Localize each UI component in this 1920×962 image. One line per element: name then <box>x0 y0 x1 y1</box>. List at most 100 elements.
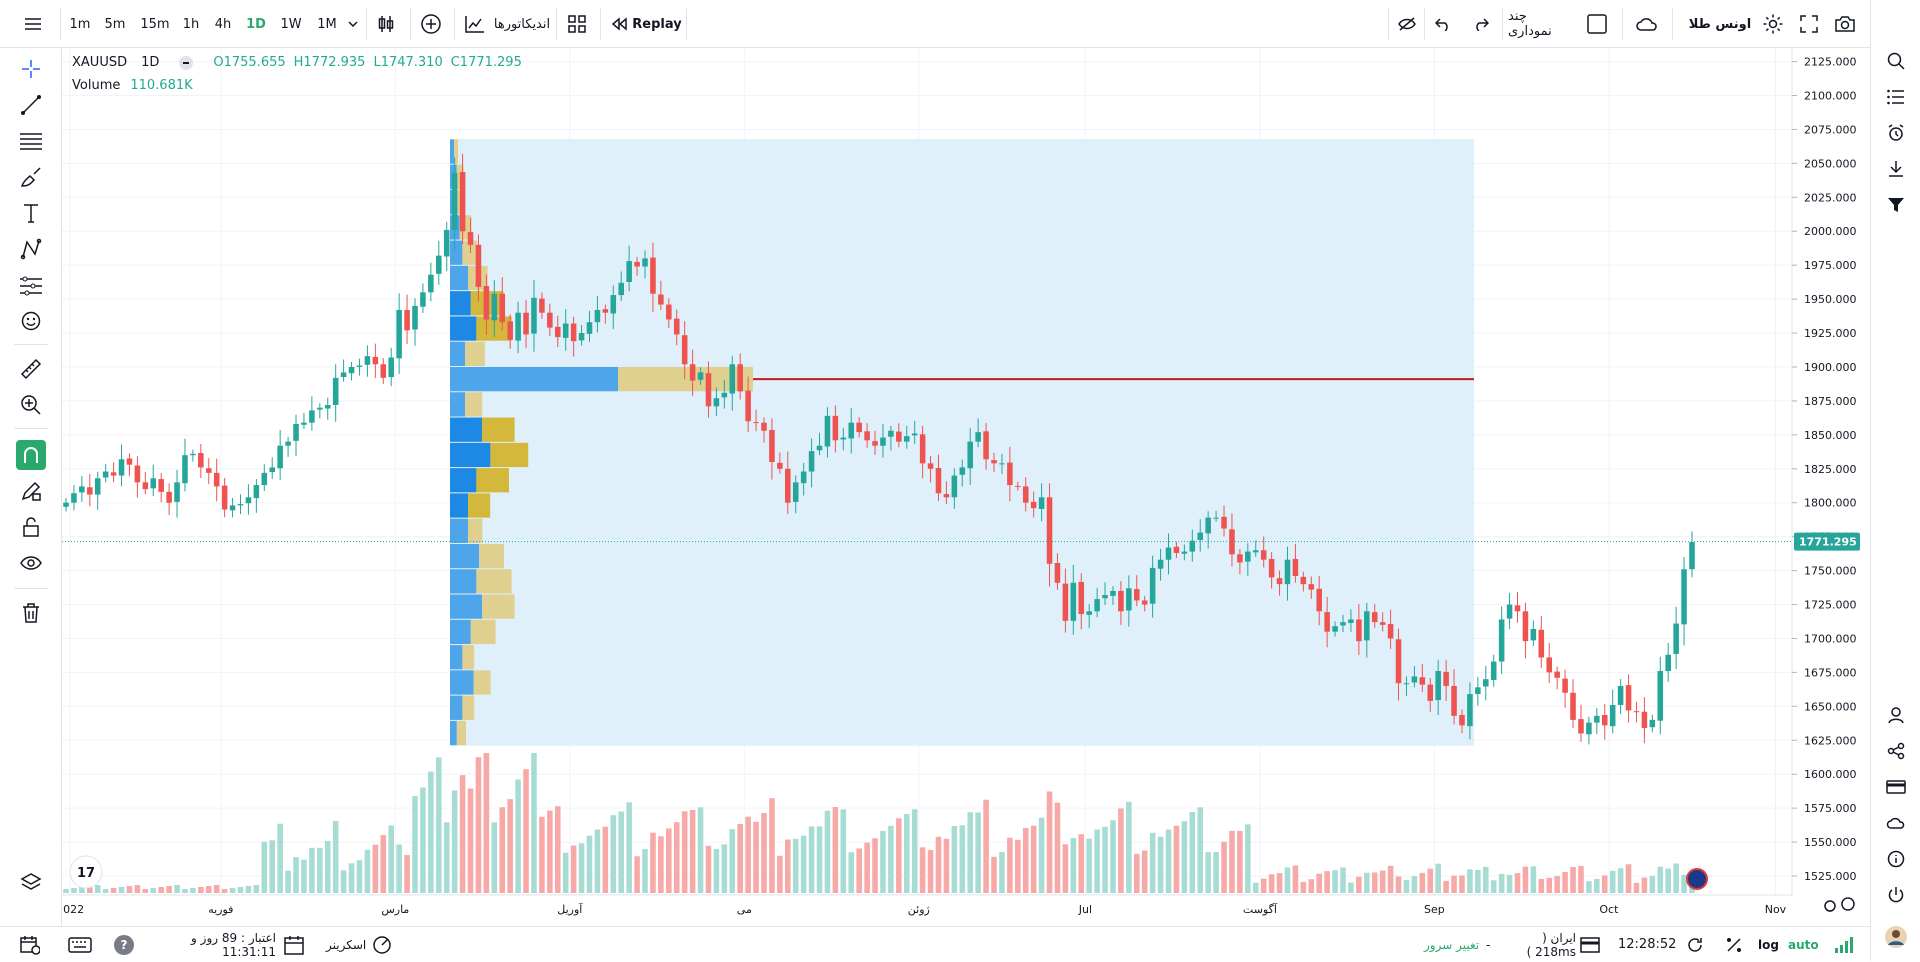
power-icon[interactable] <box>1881 880 1911 910</box>
volume-label[interactable]: Volume <box>72 78 121 93</box>
eye-icon[interactable] <box>16 548 46 578</box>
search-icon[interactable] <box>1881 46 1911 76</box>
text-icon[interactable] <box>16 198 46 228</box>
ruler-icon[interactable] <box>16 354 46 384</box>
info-icon[interactable] <box>1881 844 1911 874</box>
candles-icon[interactable] <box>372 0 400 48</box>
profile-icon[interactable] <box>1881 700 1911 730</box>
filter-icon[interactable] <box>1881 190 1911 220</box>
camera-icon[interactable] <box>1830 0 1860 48</box>
zoom-icon[interactable] <box>16 390 46 420</box>
replay-icon[interactable] <box>606 0 632 48</box>
candle-body <box>872 441 878 446</box>
tf-4h[interactable]: 4h <box>214 16 232 32</box>
profile-down-bar <box>482 417 515 442</box>
tf-1d[interactable]: 1D <box>246 16 266 32</box>
tv-logo[interactable]: 17 <box>69 855 103 889</box>
crosshair-icon[interactable] <box>16 54 46 84</box>
volume-bar <box>126 886 133 893</box>
keyboard-icon[interactable] <box>68 927 98 962</box>
refresh-icon[interactable] <box>1686 927 1710 962</box>
alert-icon[interactable] <box>1881 118 1911 148</box>
emoji-icon[interactable] <box>16 306 46 336</box>
screener-icon[interactable] <box>372 927 396 962</box>
calendar-clock-icon[interactable] <box>20 927 48 962</box>
watchlist-icon[interactable] <box>1881 82 1911 112</box>
percent-icon[interactable] <box>1726 927 1748 962</box>
axis-settings-icon[interactable] <box>1841 897 1855 911</box>
volume-bar <box>388 825 394 893</box>
layers-icon[interactable] <box>16 868 46 898</box>
tf-5m[interactable]: 5m <box>104 16 126 32</box>
multi-chart-button[interactable]: چند نموداری <box>1508 9 1552 39</box>
calendar-icon[interactable] <box>284 927 310 962</box>
replay-button[interactable]: Replay <box>632 16 682 32</box>
lock-icon[interactable] <box>16 512 46 542</box>
candle-body <box>293 423 299 441</box>
volume-bar <box>1562 871 1568 893</box>
trend-line-icon[interactable] <box>16 90 46 120</box>
undo-icon[interactable] <box>1428 0 1458 48</box>
change-server-link[interactable]: تغییر سرور <box>1424 937 1480 952</box>
indicators-icon[interactable] <box>460 0 490 48</box>
cloud-icon[interactable] <box>1630 0 1664 48</box>
axis-settings-gear-icon[interactable] <box>1824 900 1836 912</box>
auto-toggle[interactable]: auto <box>1788 937 1819 952</box>
volume-bar <box>205 886 212 893</box>
tf-1w[interactable]: 1W <box>280 16 302 32</box>
price-axis[interactable]: 2125.000 2100.000 2075.000 2050.000 2025.000… <box>1791 48 1857 895</box>
download-icon[interactable] <box>1881 154 1911 184</box>
volume-bar <box>150 888 157 893</box>
templates-icon[interactable] <box>562 0 592 48</box>
profile-up-bar <box>450 569 477 594</box>
volume-profile-range[interactable] <box>450 138 1474 746</box>
volume-bar <box>594 829 601 893</box>
legend-symbol[interactable]: XAUUSD <box>72 55 128 70</box>
magnet-icon[interactable] <box>16 440 46 470</box>
cloud-sync-icon[interactable] <box>1881 808 1911 838</box>
add-icon[interactable] <box>416 0 446 48</box>
menu-icon[interactable] <box>18 0 48 48</box>
candle-body <box>237 504 244 506</box>
candle-body <box>1657 671 1664 721</box>
volume-bar <box>459 775 466 893</box>
clock[interactable]: 12:28:52 <box>1618 937 1677 952</box>
fullscreen-icon[interactable] <box>1794 0 1824 48</box>
candle-body <box>190 453 196 456</box>
tf-15m[interactable]: 15m <box>140 16 170 32</box>
chevron-down-icon[interactable] <box>344 0 362 48</box>
help-button[interactable]: ? <box>114 927 138 962</box>
layout-icon[interactable] <box>1582 0 1612 48</box>
card-icon[interactable] <box>1881 772 1911 802</box>
profile-down-bar <box>476 468 509 493</box>
fib-icon[interactable] <box>16 126 46 156</box>
tf-1h[interactable]: 1h <box>182 16 200 32</box>
volume-bar <box>1181 821 1188 893</box>
share-icon[interactable] <box>1881 736 1911 766</box>
avatar[interactable] <box>1881 922 1911 952</box>
pencil-lock-icon[interactable] <box>16 476 46 506</box>
legend-collapse-icon[interactable] <box>179 55 194 70</box>
tf-1m-month[interactable]: 1M <box>317 16 337 32</box>
candle-body <box>824 415 831 447</box>
tf-1m[interactable]: 1m <box>69 16 91 32</box>
redo-icon[interactable] <box>1466 0 1496 48</box>
trash-icon[interactable] <box>16 598 46 628</box>
brush-icon[interactable] <box>16 162 46 192</box>
event-marker-icon[interactable] <box>1686 868 1708 890</box>
pattern-icon[interactable] <box>16 234 46 264</box>
screener-button[interactable]: اسکرینر <box>326 937 367 952</box>
log-toggle[interactable]: log <box>1758 937 1779 952</box>
volume-bar <box>983 799 989 893</box>
hide-icon[interactable] <box>1392 0 1422 48</box>
volume-bar <box>1403 880 1410 893</box>
candle-body <box>158 479 164 492</box>
volume-bar <box>626 802 632 893</box>
prediction-icon[interactable] <box>16 270 46 300</box>
time-axis[interactable]: 2022 فوریه مارس آوریل می ژوئن Jul آگوست Sep Oct No… <box>56 894 1920 916</box>
indicators-button[interactable]: اندیکاتورها <box>493 16 551 32</box>
settings-icon[interactable] <box>1758 0 1788 48</box>
symbol-label[interactable]: اونس طلا <box>1688 16 1752 32</box>
volume-bar <box>1086 838 1092 893</box>
